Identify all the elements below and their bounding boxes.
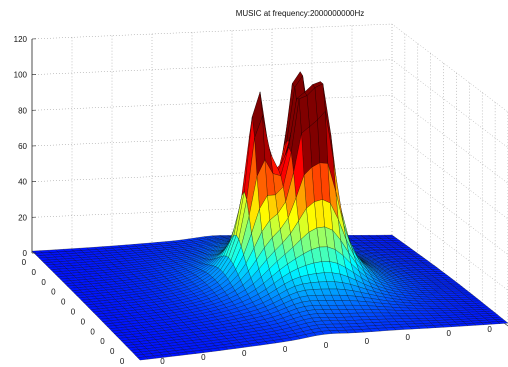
z-tick-label: 120 (14, 35, 28, 44)
z-gridline (31, 95, 508, 184)
y-tick-label: 0 (81, 317, 86, 326)
surface-cell (137, 356, 149, 361)
z-tick-label: 40 (18, 178, 27, 187)
x-tick-label: 0 (242, 349, 247, 358)
y-tick-label: 0 (100, 337, 105, 346)
y-tick-label: 0 (90, 327, 95, 336)
y-tick-label: 0 (41, 278, 46, 287)
z-tick-label: 100 (14, 71, 28, 80)
y-tick-label: 0 (61, 298, 66, 307)
x-tick-label: 0 (324, 341, 329, 350)
x-tick-label: 0 (365, 337, 370, 346)
z-gridline (31, 130, 508, 220)
z-gridline (31, 23, 508, 113)
x-tick-label: 0 (283, 345, 288, 354)
z-gridline (31, 202, 508, 291)
y-tick-label: 0 (71, 308, 76, 317)
chart-title: MUSIC at frequency:2000000000Hz (236, 9, 365, 18)
y-tick-label: 0 (22, 258, 27, 267)
y-tick-label: 0 (51, 288, 56, 297)
z-tick-label: 0 (23, 249, 28, 258)
x-tick-label: 0 (487, 325, 492, 334)
surface-mesh (31, 71, 508, 361)
z-gridline (31, 166, 508, 255)
x-tick-label: 0 (160, 357, 165, 366)
x-tick-label: 0 (201, 353, 206, 362)
y-tick-label: 0 (120, 357, 125, 366)
x-tick-label: 0 (446, 329, 451, 338)
z-gridline (31, 59, 508, 148)
z-tick-label: 20 (18, 213, 27, 222)
z-tick-label: 80 (18, 106, 27, 115)
y-tick-label: 0 (32, 268, 37, 277)
x-tick-label: 0 (406, 333, 411, 342)
z-tick-label: 60 (18, 142, 27, 151)
y-tick-label: 0 (110, 347, 115, 356)
